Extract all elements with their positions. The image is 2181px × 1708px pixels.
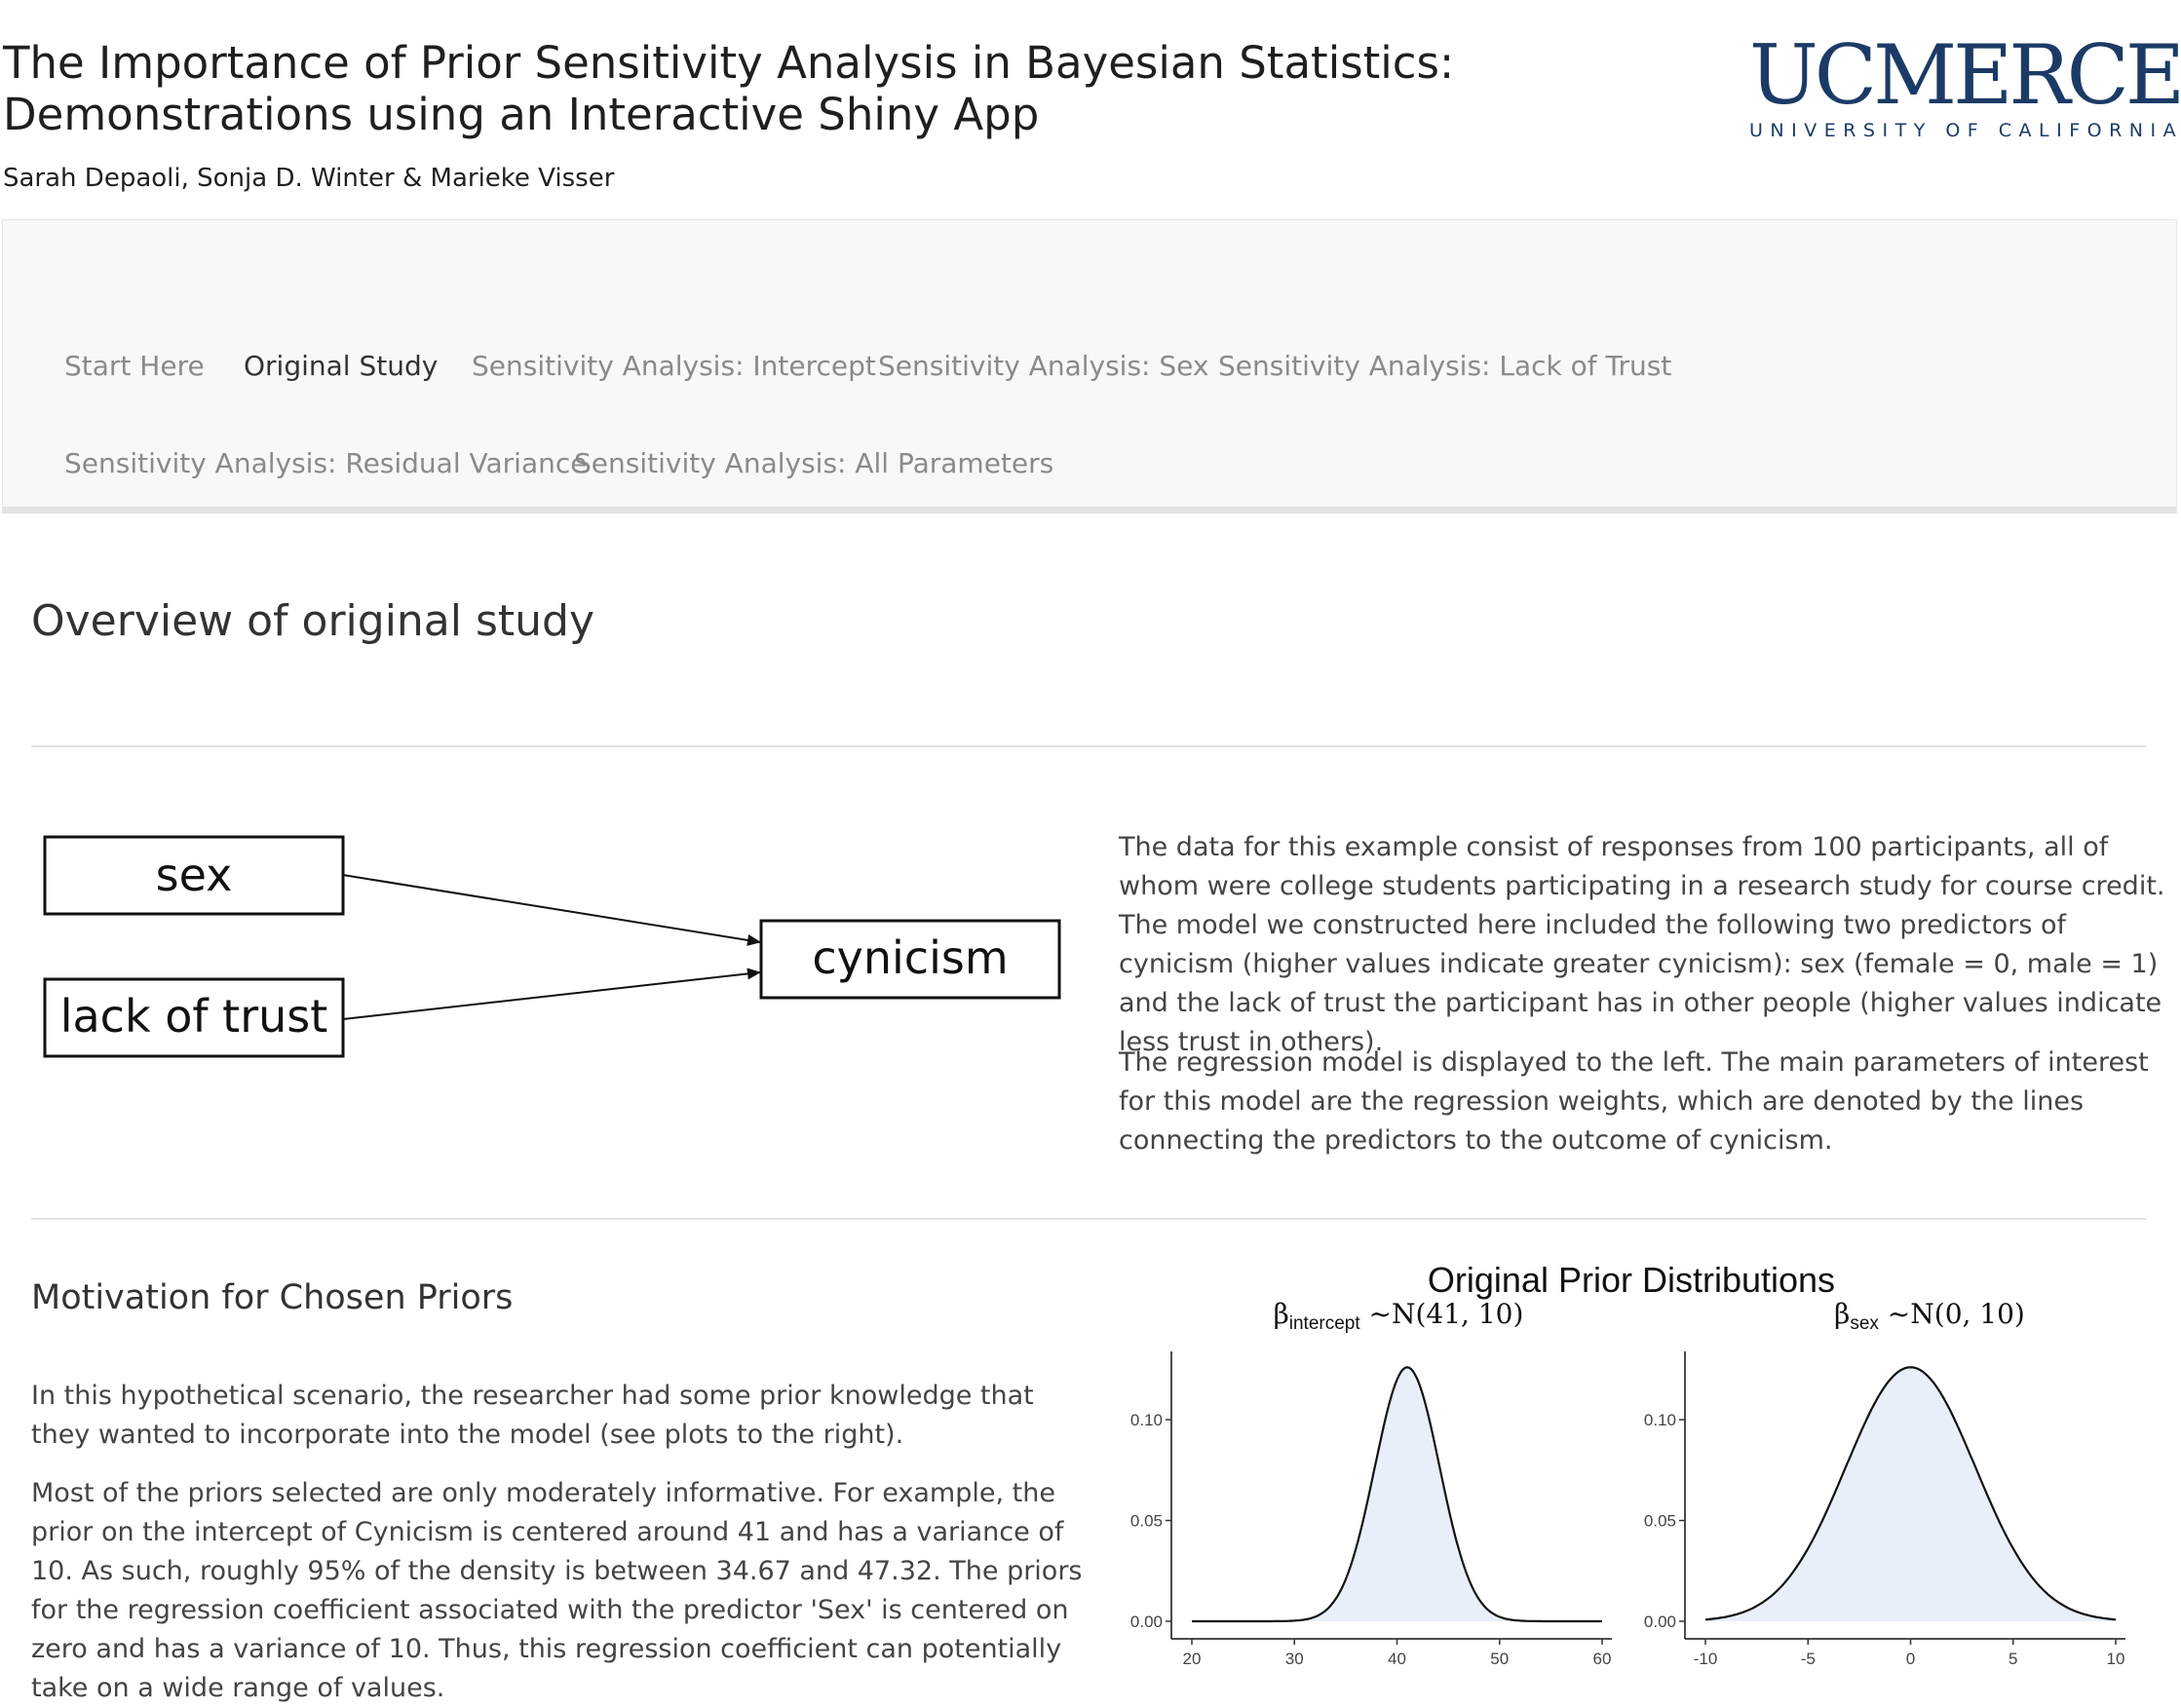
y-tick-label: 0.00	[1130, 1613, 1163, 1631]
trust-to-cynicism-arrow	[342, 968, 761, 1020]
x-tick-label: 30	[1285, 1650, 1304, 1668]
panel-label-subscript: sex	[1850, 1313, 1879, 1334]
ucmerced-logo: UCMERCED UNIVERSITY OF CALIFORNIA	[1749, 27, 2181, 141]
regression-diagram: sex lack of trust cynicism	[43, 835, 1061, 1058]
x-tick-label: -10	[1694, 1650, 1718, 1668]
overview-paragraph-2: The regression model is displayed to the…	[1119, 1047, 2149, 1156]
panel-label-distribution: ~N(0, 10)	[1879, 1298, 2025, 1330]
cynicism-box	[759, 919, 1061, 1000]
panel-label-subscript: intercept	[1289, 1313, 1361, 1334]
divider	[31, 1218, 2146, 1220]
y-tick-label: 0.05	[1130, 1512, 1163, 1531]
navbar: Start Here Original Study Sensitivity An…	[2, 219, 2177, 513]
panel-0-density-fill	[1192, 1367, 1602, 1621]
tab-sensitivity-all-parameters[interactable]: Sensitivity Analysis: All Parameters	[574, 447, 1054, 479]
chart-title: Original Prior Distributions	[1428, 1260, 1835, 1300]
y-tick-label: 0.10	[1644, 1411, 1676, 1429]
tab-start-here[interactable]: Start Here	[64, 350, 205, 382]
panel-label-symbol: β	[1834, 1298, 1850, 1330]
panel-1-label: βsex ~N(0, 10)	[1834, 1298, 2025, 1334]
panel-1-density-line	[1704, 1366, 2117, 1621]
motivation-paragraph-1: In this hypothetical scenario, the resea…	[31, 1381, 1034, 1450]
tab-sensitivity-intercept[interactable]: Sensitivity Analysis: Intercept	[472, 350, 876, 382]
panel-1-density-fill	[1705, 1367, 2116, 1621]
tab-sensitivity-sex[interactable]: Sensitivity Analysis: Sex	[878, 350, 1209, 382]
x-tick-label: -5	[1801, 1650, 1816, 1668]
cynicism-label: cynicism	[812, 931, 1008, 984]
panel-label-symbol: β	[1274, 1298, 1289, 1330]
x-tick-label: 60	[1593, 1650, 1612, 1668]
panel-0-label: βintercept ~N(41, 10)	[1274, 1298, 1524, 1334]
x-tick-label: 40	[1388, 1650, 1406, 1668]
sex-label: sex	[156, 849, 233, 901]
divider	[31, 745, 2146, 747]
x-tick-label: 10	[2107, 1650, 2125, 1668]
y-tick-label: 0.05	[1644, 1512, 1676, 1531]
logo-main-text: UCMERCED	[1749, 27, 2181, 123]
tab-sensitivity-residual-variance[interactable]: Sensitivity Analysis: Residual Variance	[64, 447, 588, 479]
lack-of-trust-box	[43, 977, 345, 1058]
y-tick-label: 0.00	[1644, 1613, 1676, 1631]
x-tick-label: 5	[2009, 1650, 2017, 1668]
panel-label-distribution: ~N(41, 10)	[1360, 1298, 1524, 1330]
x-tick-label: 20	[1183, 1650, 1202, 1668]
motivation-title: Motivation for Chosen Priors	[31, 1278, 514, 1317]
logo-sub-text: UNIVERSITY OF CALIFORNIA	[1749, 120, 2181, 141]
overview-paragraph-1: The data for this example consist of res…	[1119, 832, 2165, 1057]
lack-of-trust-label: lack of trust	[60, 990, 328, 1043]
tab-sensitivity-lack-of-trust[interactable]: Sensitivity Analysis: Lack of Trust	[1218, 350, 1672, 382]
motivation-paragraph-2: Most of the priors selected are only mod…	[31, 1478, 1083, 1703]
y-tick-label: 0.10	[1130, 1411, 1163, 1429]
x-tick-label: 0	[1906, 1650, 1915, 1668]
panel-0-density-line	[1192, 1366, 1602, 1623]
sex-box	[43, 835, 345, 916]
x-tick-label: 50	[1490, 1650, 1509, 1668]
sex-to-cynicism-arrow	[342, 874, 761, 946]
overview-title: Overview of original study	[31, 596, 595, 646]
authors: Sarah Depaoli, Sonja D. Winter & Marieke…	[3, 164, 615, 193]
tab-original-study[interactable]: Original Study	[244, 350, 439, 382]
page-title: The Importance of Prior Sensitivity Anal…	[3, 37, 1455, 140]
